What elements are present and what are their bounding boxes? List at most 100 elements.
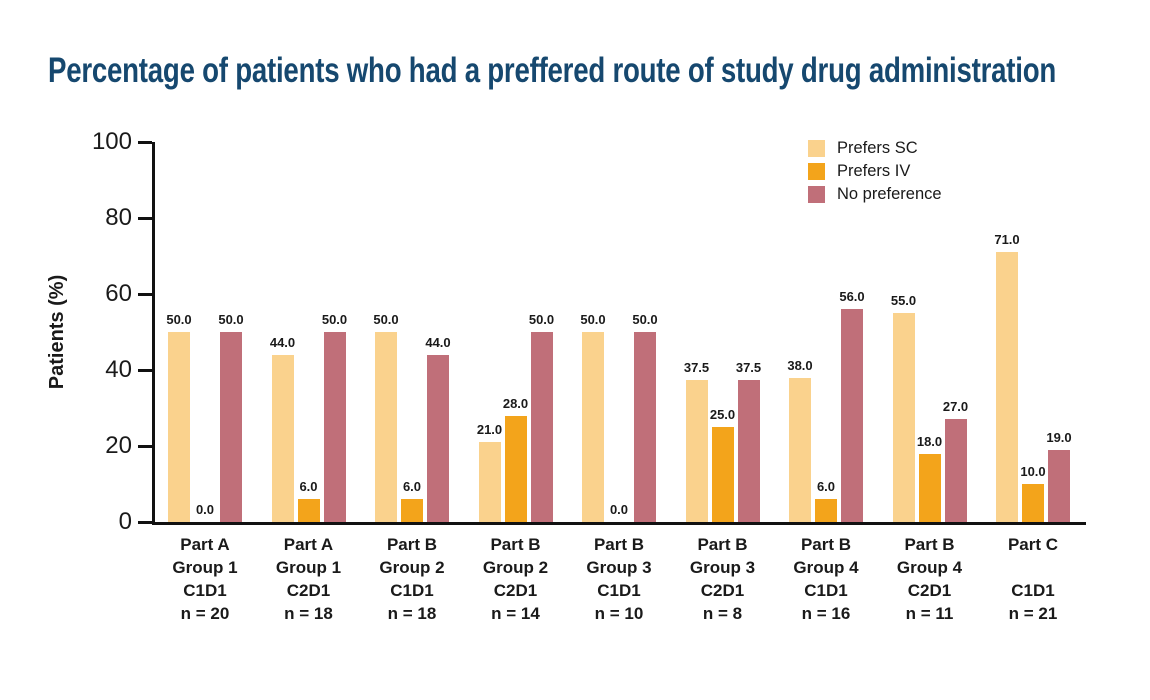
bar-value-label: 50.0 <box>373 312 399 327</box>
x-category-line: Group 2 <box>482 558 549 577</box>
bar-value-label: 0.0 <box>195 502 215 517</box>
bar-value-label: 37.5 <box>735 359 762 375</box>
bar-prefers-sc <box>478 442 501 522</box>
y-tick <box>138 445 152 448</box>
x-category-line: C2D1 <box>493 581 538 600</box>
x-category-line: Group 4 <box>896 558 963 577</box>
x-category-label: Part B Group 2 C1D1 n = 18 <box>360 533 464 625</box>
bar-value-label: 18.0 <box>916 433 943 449</box>
legend-label: Prefers IV <box>837 162 911 180</box>
x-category-line: Group 4 <box>793 558 859 577</box>
x-category-label: Part B Group 4 C1D1 n = 16 <box>774 533 878 625</box>
y-tick-label: 20 <box>105 432 132 459</box>
x-axis-line <box>152 522 1086 525</box>
bar-value-label: 6.0 <box>816 479 836 495</box>
bar-prefers-sc <box>582 332 604 522</box>
bar-value-label: 44.0 <box>269 334 296 350</box>
x-category-line: Part A <box>180 535 230 554</box>
x-category-line: n = 18 <box>387 604 437 623</box>
bar-no-preference <box>220 332 242 522</box>
bar-value-label: 50.0 <box>321 312 348 327</box>
bar-prefers-sc <box>996 252 1018 522</box>
bar-no-preference <box>1048 449 1070 522</box>
bar-no-preference <box>634 332 656 522</box>
x-category-line: Part B <box>593 535 645 554</box>
x-category-line: C1D1 <box>804 581 848 600</box>
bar-prefers-iv <box>815 499 837 522</box>
y-tick <box>138 141 152 144</box>
legend: Prefers SC Prefers IV No preference <box>808 139 942 209</box>
x-category-line: Part B <box>800 535 852 554</box>
bar-value-label: 55.0 <box>890 293 917 308</box>
x-category-line: C1D1 <box>1011 581 1055 600</box>
bar-value-label: 44.0 <box>425 334 451 350</box>
x-category-label: Part B Group 2 C2D1 n = 14 <box>464 533 568 625</box>
legend-label: No preference <box>837 185 942 203</box>
y-tick-label: 60 <box>105 280 132 307</box>
bar-prefers-sc <box>375 332 397 522</box>
x-category-line: n = 8 <box>702 604 743 623</box>
y-tick <box>138 369 152 372</box>
x-category-label: Part A Group 1 C1D1 n = 20 <box>153 533 257 625</box>
bar-value-label: 6.0 <box>299 479 318 495</box>
x-category-line: C1D1 <box>597 581 641 600</box>
x-category-label: Part B Group 3 C2D1 n = 8 <box>671 533 775 625</box>
bar-no-preference <box>841 309 863 522</box>
bar-value-label: 37.5 <box>683 359 710 375</box>
x-category-line: Group 1 <box>172 558 238 577</box>
x-category-line: C2D1 <box>286 581 331 600</box>
bar-value-label: 50.0 <box>632 312 658 327</box>
y-tick-label: 40 <box>105 356 132 383</box>
bar-prefers-sc <box>789 377 811 522</box>
x-category-line: n = 10 <box>594 604 644 623</box>
y-tick-label: 100 <box>91 128 132 155</box>
bar-value-label: 25.0 <box>709 407 736 422</box>
x-category-line: Group 2 <box>379 558 445 577</box>
bar-prefers-iv <box>1022 484 1044 522</box>
legend-item: Prefers IV <box>808 162 942 180</box>
x-category-line: Part C <box>1007 535 1059 554</box>
bar-value-label: 50.0 <box>580 312 606 327</box>
bar-no-preference <box>323 332 346 522</box>
y-tick <box>138 521 152 524</box>
bar-value-label: 71.0 <box>994 232 1020 248</box>
bar-prefers-iv <box>918 453 941 522</box>
bar-value-label: 10.0 <box>1020 464 1046 479</box>
legend-swatch-no-preference <box>808 186 825 203</box>
x-category-line: C1D1 <box>390 581 434 600</box>
x-category-line: Part B <box>386 535 438 554</box>
x-category-line: n = 16 <box>801 604 851 623</box>
x-category-line: Part A <box>283 535 334 554</box>
bar-value-label: 19.0 <box>1046 429 1072 445</box>
bar-value-label: 50.0 <box>528 312 555 327</box>
x-category-line: C2D1 <box>907 581 952 600</box>
bar-prefers-iv <box>504 415 527 522</box>
y-axis-line <box>152 142 155 525</box>
bar-no-preference <box>530 332 553 522</box>
bar-no-preference <box>427 354 449 522</box>
x-category-label: Part B Group 3 C1D1 n = 10 <box>567 533 671 625</box>
x-category-line: n = 11 <box>905 604 954 623</box>
bar-prefers-sc <box>271 354 294 522</box>
bar-value-label: 6.0 <box>402 479 422 495</box>
x-category-line: n = 20 <box>180 604 230 623</box>
bar-value-label: 27.0 <box>942 399 969 415</box>
x-category-line: Group 3 <box>586 558 652 577</box>
bar-value-label: 56.0 <box>839 289 865 305</box>
x-category-label: Part C C1D1 n = 21 <box>981 533 1085 625</box>
legend-swatch-prefers-sc <box>808 140 825 157</box>
bar-prefers-sc <box>168 332 190 522</box>
x-category-line: Group 3 <box>689 558 756 577</box>
bar-no-preference <box>737 379 760 522</box>
bar-no-preference <box>944 419 967 522</box>
x-category-label: Part A Group 1 C2D1 n = 18 <box>257 533 361 625</box>
bar-prefers-sc <box>685 379 708 522</box>
x-category-line: n = 14 <box>491 604 540 623</box>
x-category-line: Part B <box>697 535 748 554</box>
y-tick <box>138 217 152 220</box>
y-tick <box>138 293 152 296</box>
bar-value-label: 50.0 <box>166 312 192 327</box>
x-category-line <box>981 556 1085 579</box>
legend-swatch-prefers-iv <box>808 163 825 180</box>
y-tick-label: 80 <box>105 204 132 231</box>
